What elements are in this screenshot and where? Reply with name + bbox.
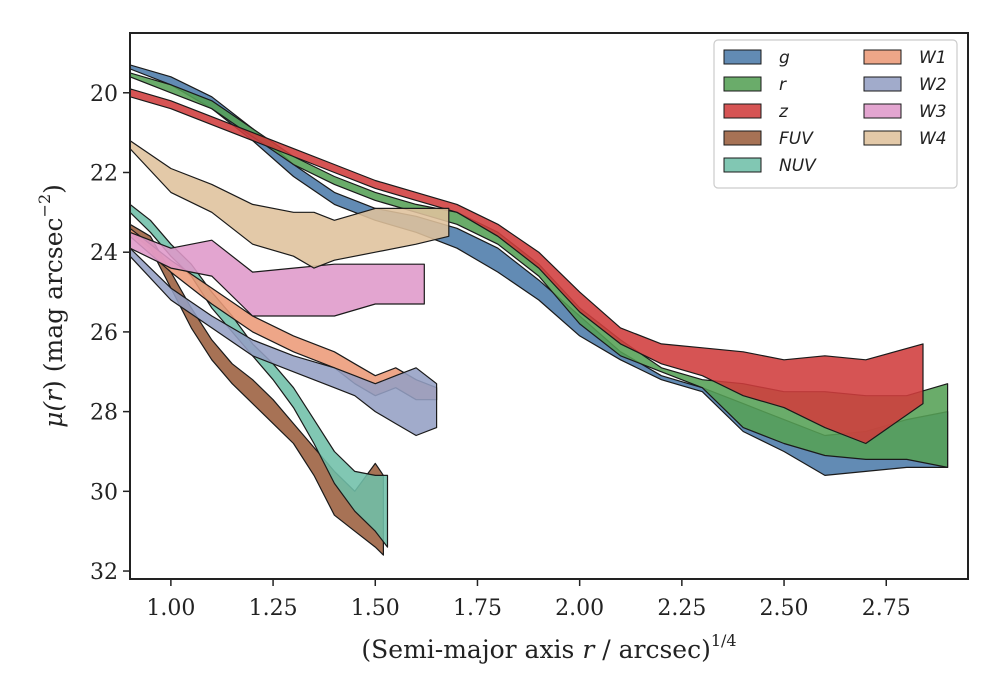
x-tick-label: 2.25 (657, 596, 706, 621)
legend: grz FUV NUV W1 W2 W3 W4 (713, 39, 958, 189)
x-axis-label-sup: 1/4 (711, 631, 737, 650)
series-layer (130, 64, 949, 556)
legend-swatch (723, 103, 762, 119)
legend-label: r (779, 75, 787, 95)
legend-label: g (779, 48, 790, 68)
x-axis-label-pre: (Semi-major axis (361, 635, 582, 664)
band-W2 (130, 247, 438, 437)
legend-swatch (723, 130, 762, 146)
y-tick-label: 30 (90, 480, 118, 505)
legend-swatch (863, 49, 902, 65)
legend-label: W3 (919, 102, 947, 122)
band-FUV (130, 223, 384, 556)
band-W4 (130, 140, 450, 269)
legend-swatch (723, 76, 762, 92)
x-axis-label-post: / arcsec) (594, 635, 711, 664)
y-axis-label-mu: μ( (39, 401, 68, 428)
legend-label: NUV (779, 156, 817, 176)
y-axis-label-close: ) (39, 184, 68, 194)
x-tick-label: 2.75 (862, 596, 911, 621)
y-tick-label: 26 (90, 321, 118, 346)
x-axis: 1.00 1.25 1.50 1.75 2.00 2.25 2.50 2.75 (146, 579, 911, 621)
legend-label: FUV (779, 129, 814, 149)
x-tick-label: 2.00 (555, 596, 604, 621)
legend-swatch (863, 76, 902, 92)
band-W3 (130, 231, 425, 317)
x-tick-label: 1.25 (249, 596, 298, 621)
x-tick-label: 1.00 (146, 596, 195, 621)
y-tick-label: 20 (90, 82, 118, 107)
y-tick-label: 28 (90, 401, 118, 426)
x-axis-label-var: r (582, 635, 596, 664)
y-tick-label: 24 (90, 241, 118, 266)
legend-label: z (778, 102, 789, 122)
x-axis-label: (Semi-major axis r / arcsec)1/4 (361, 631, 736, 664)
band-r (130, 72, 949, 468)
legend-swatch (863, 130, 902, 146)
band-z (130, 88, 924, 445)
x-tick-label: 1.75 (453, 596, 502, 621)
legend-swatch (723, 157, 762, 173)
legend-swatch (863, 103, 902, 119)
plot-frame (129, 32, 969, 580)
y-tick-label: 22 (90, 161, 118, 186)
legend-label: W4 (919, 129, 947, 149)
x-tick-label: 2.50 (760, 596, 809, 621)
y-axis: 20 22 24 26 28 30 32 (90, 82, 130, 585)
legend-swatch (723, 49, 762, 65)
legend-label: W2 (919, 75, 947, 95)
y-tick-label: 32 (90, 560, 118, 585)
y-axis-label: μ(r) (mag arcsec−2) (35, 184, 68, 428)
x-tick-label: 1.50 (351, 596, 400, 621)
y-axis-label-var: r (39, 388, 68, 402)
y-axis-label-sup: −2 (35, 194, 54, 218)
y-axis-label-post: ) (mag arcsec (39, 217, 68, 390)
legend-label: W1 (919, 48, 947, 68)
